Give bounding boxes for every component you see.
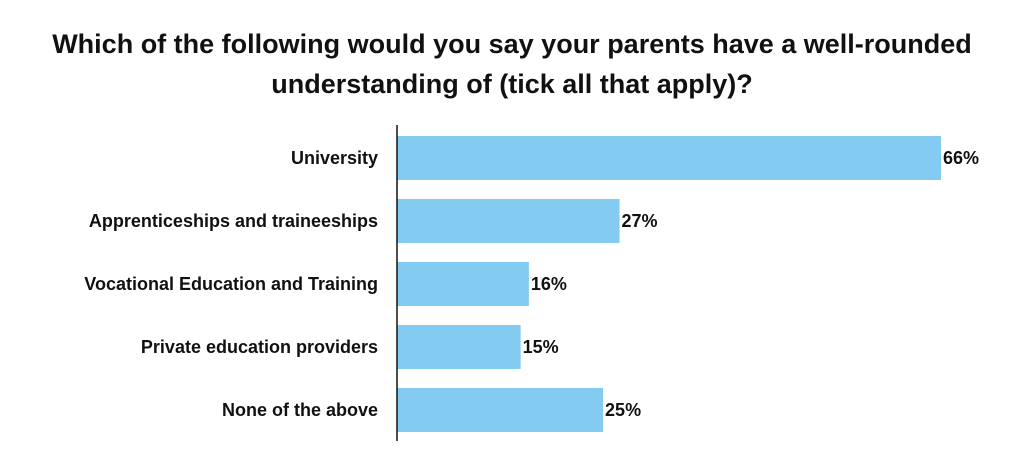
bar-3 <box>397 262 529 306</box>
chart-title-line-2: understanding of (tick all that apply)? <box>271 69 753 99</box>
category-label-2: Apprenticeships and traineeships <box>89 211 378 231</box>
value-label-1: 66% <box>943 148 979 168</box>
value-label-3: 16% <box>531 274 567 294</box>
category-label-1: University <box>291 148 378 168</box>
category-label-4: Private education providers <box>141 337 378 357</box>
bar-4 <box>397 325 521 369</box>
bars-group: University 66% Apprenticeships and trainee… <box>84 136 979 432</box>
chart-title: Which of the following would you say you… <box>0 24 1024 104</box>
bar-1 <box>397 136 941 180</box>
value-label-5: 25% <box>605 400 641 420</box>
bar-5 <box>397 388 604 432</box>
value-label-2: 27% <box>622 211 658 231</box>
category-label-5: None of the above <box>222 400 378 420</box>
chart-title-line-1: Which of the following would you say you… <box>52 29 972 59</box>
bar-2 <box>397 199 620 243</box>
value-label-4: 15% <box>523 337 559 357</box>
category-label-3: Vocational Education and Training <box>84 274 378 294</box>
